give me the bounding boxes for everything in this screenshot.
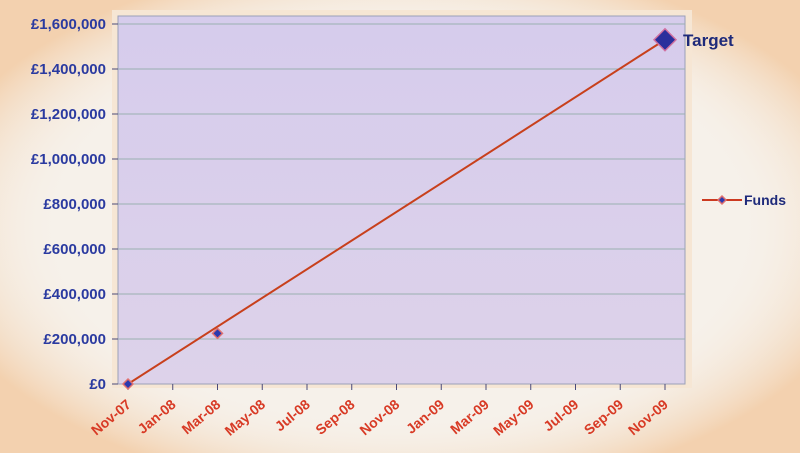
legend-label-funds: Funds bbox=[744, 192, 786, 208]
y-tick-label: £0 bbox=[89, 376, 106, 393]
y-tick-label: £1,400,000 bbox=[31, 61, 106, 78]
y-tick-label: £200,000 bbox=[43, 331, 106, 348]
plot-area bbox=[117, 15, 686, 385]
y-tick-label: £600,000 bbox=[43, 241, 106, 258]
legend-marker-funds bbox=[716, 194, 728, 206]
y-tick-label: £1,000,000 bbox=[31, 151, 106, 168]
funds-point bbox=[121, 377, 135, 391]
annotation-layer: Target bbox=[652, 27, 734, 52]
y-tick-label: £800,000 bbox=[43, 196, 106, 213]
y-axis: £0 £200,000 £400,000 £600,000 £800,000 £1,000… bbox=[31, 16, 118, 393]
target-marker bbox=[652, 27, 678, 52]
y-tick-label: £400,000 bbox=[43, 286, 106, 303]
series-layer bbox=[121, 38, 666, 391]
target-label: Target bbox=[683, 31, 734, 50]
y-tick-label: £1,600,000 bbox=[31, 16, 106, 33]
legend: Funds bbox=[702, 192, 786, 208]
funds-point bbox=[211, 327, 224, 340]
y-tick-label: £1,200,000 bbox=[31, 106, 106, 123]
trend-line bbox=[127, 38, 666, 385]
gridlines bbox=[118, 23, 685, 340]
